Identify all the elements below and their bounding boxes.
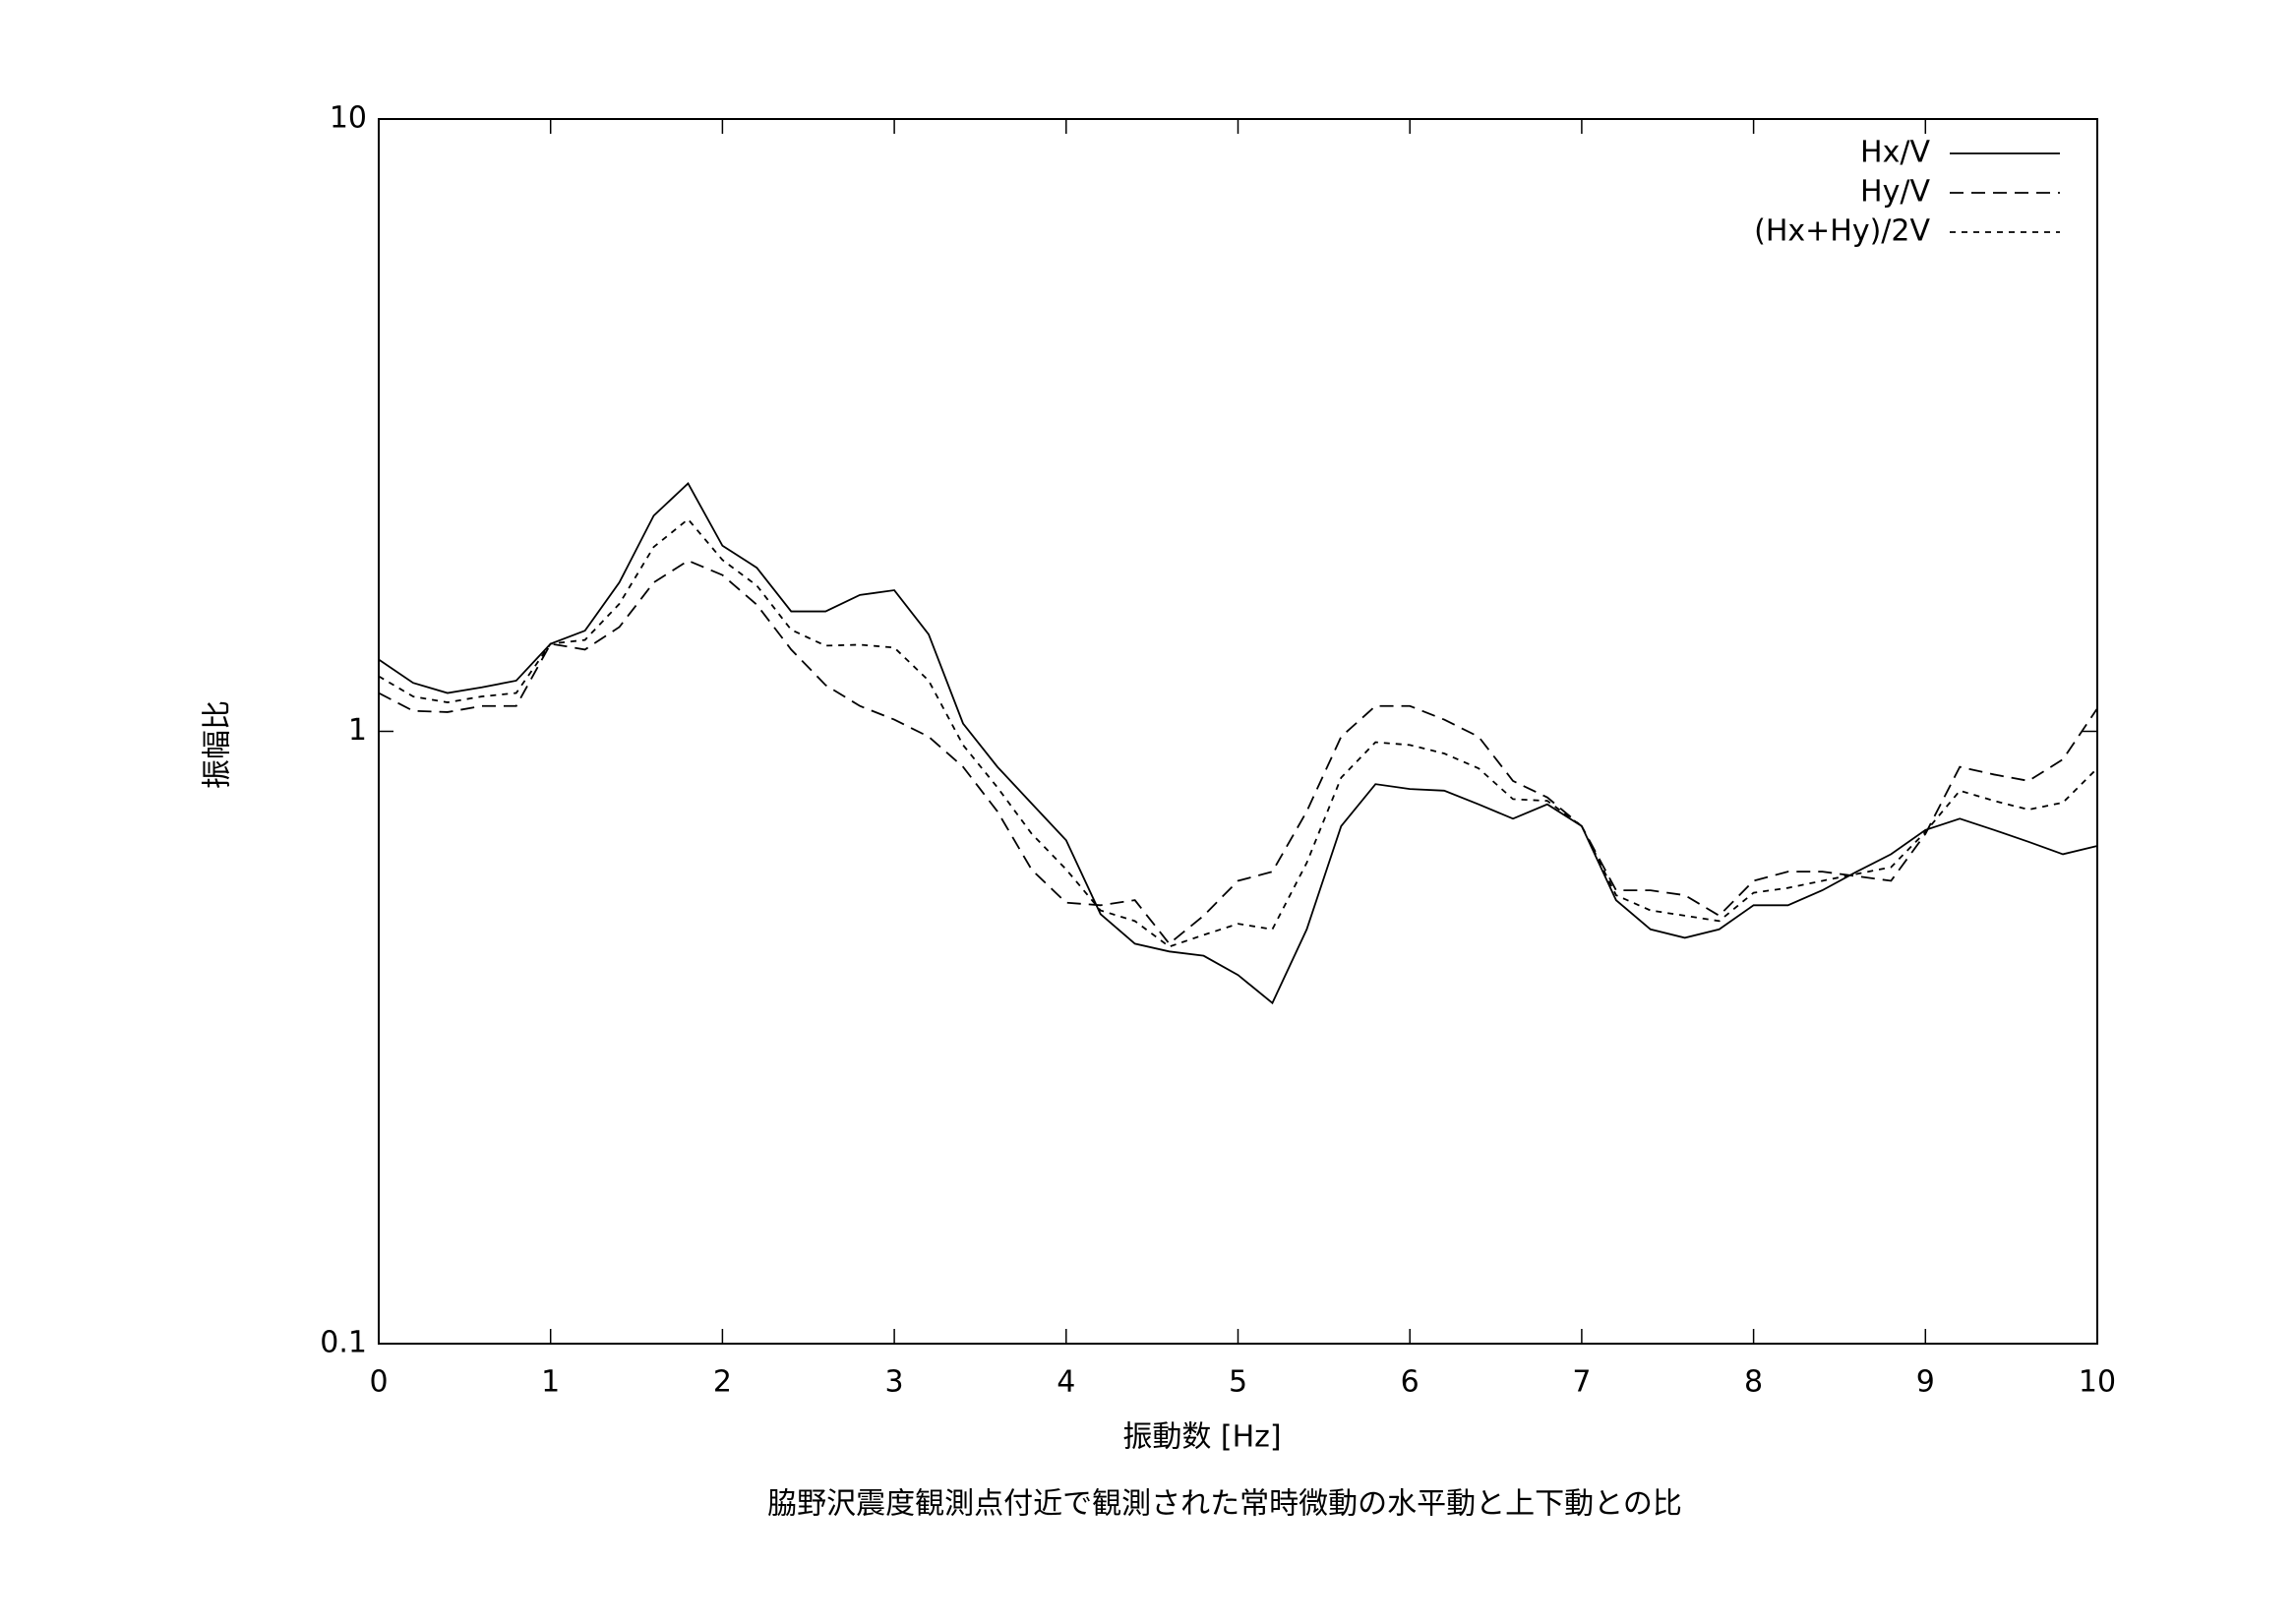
x-tick-label: 9 xyxy=(1916,1365,1935,1400)
series-line xyxy=(378,482,2098,1005)
y-tick-label: 1 xyxy=(348,713,367,748)
series-line xyxy=(378,517,2098,948)
x-tick-label: 10 xyxy=(2079,1365,2116,1400)
x-tick-label: 1 xyxy=(541,1365,560,1400)
y-tick-label: 0.1 xyxy=(320,1326,367,1360)
y-tick-label: 10 xyxy=(330,101,367,136)
x-tick-label: 4 xyxy=(1057,1365,1075,1400)
plot-frame xyxy=(378,118,2098,1345)
x-tick-label: 2 xyxy=(713,1365,732,1400)
caption: 脇野沢震度観測点付近で観測された常時微動の水平動と上下動との比 xyxy=(767,1487,1682,1522)
x-tick-label: 3 xyxy=(885,1365,904,1400)
y-axis-label: 振幅比 xyxy=(201,700,235,789)
legend-label: Hx/V xyxy=(1860,136,1930,170)
x-tick-label: 0 xyxy=(369,1365,388,1400)
legend-label: Hy/V xyxy=(1860,175,1930,210)
x-tick-label: 8 xyxy=(1744,1365,1763,1400)
x-tick-label: 6 xyxy=(1401,1365,1420,1400)
x-tick-label: 5 xyxy=(1229,1365,1247,1400)
legend-label: (Hx+Hy)/2V xyxy=(1754,214,1930,249)
x-tick-label: 7 xyxy=(1572,1365,1591,1400)
x-axis-label: 振動数 [Hz] xyxy=(1122,1420,1281,1455)
series-line xyxy=(378,559,2098,945)
